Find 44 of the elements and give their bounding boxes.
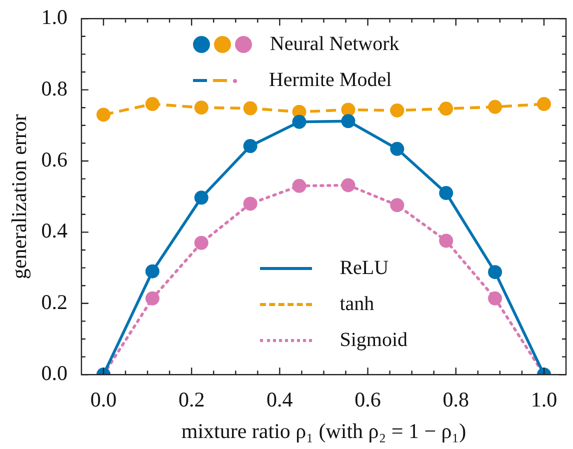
x-tick-label: 0.8 [442, 388, 469, 412]
point [194, 236, 208, 250]
y-tick-label: 0.4 [41, 218, 68, 243]
point [194, 100, 208, 115]
x-tick-label: 0.2 [178, 388, 205, 412]
point [439, 186, 454, 200]
legend-label: Sigmoid [340, 329, 408, 352]
point [341, 102, 356, 117]
point [243, 101, 258, 116]
annotation: Neural Network [270, 33, 400, 56]
point [439, 102, 454, 116]
annotation: Hermite Model [268, 69, 392, 92]
point [536, 97, 551, 112]
x-axis-title: mixture ratio ρ₁ (with ρ₂ = 1 − ρ₁) [181, 418, 466, 443]
x-tick-label: 1.0 [530, 388, 558, 412]
point [292, 114, 306, 129]
y-tick-label: 1.0 [41, 5, 68, 30]
y-tick-label: 0.0 [41, 361, 68, 386]
x-tick-label: 0.0 [90, 388, 117, 412]
point [96, 108, 110, 122]
point [488, 100, 502, 114]
point [341, 114, 356, 128]
point [390, 103, 404, 118]
x-tick-label: 0.6 [354, 388, 381, 412]
point [390, 198, 404, 212]
legend-label: ReLU [340, 257, 389, 280]
point [145, 291, 160, 306]
point [390, 142, 404, 156]
point [488, 291, 502, 306]
point [439, 234, 454, 248]
point [145, 97, 160, 112]
point [243, 196, 258, 211]
y-tick-label: 0.6 [41, 148, 68, 172]
point [341, 178, 356, 192]
point [145, 264, 160, 278]
point [194, 190, 208, 205]
x-tick-label: 0.4 [266, 388, 294, 412]
point [488, 265, 502, 280]
point [243, 139, 258, 154]
legend-label: tanh [340, 293, 374, 316]
point [292, 178, 306, 193]
y-tick-label: 0.8 [41, 76, 68, 100]
y-axis-title: generalization error [7, 114, 32, 280]
y-tick-label: 0.2 [41, 290, 68, 314]
